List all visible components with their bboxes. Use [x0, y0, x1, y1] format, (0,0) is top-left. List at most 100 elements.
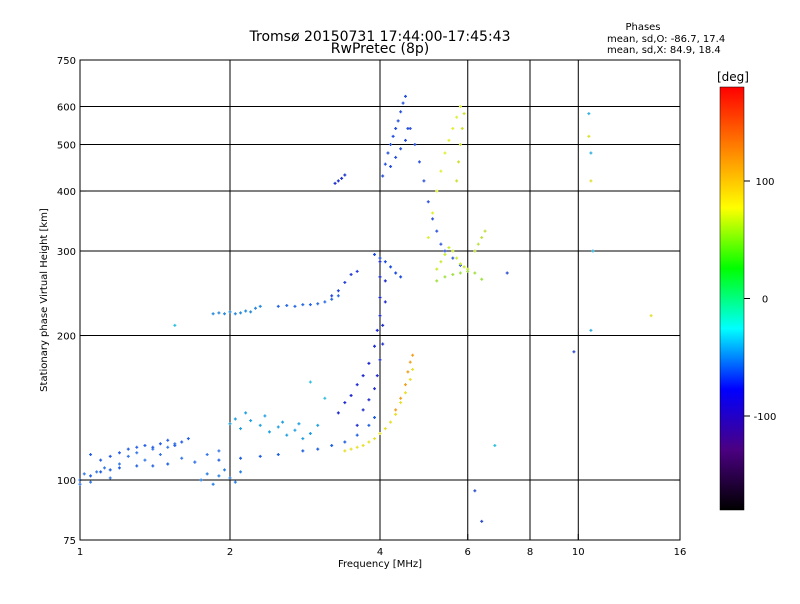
data-point — [451, 273, 455, 277]
data-point — [355, 423, 359, 427]
data-point — [458, 271, 462, 275]
data-point — [217, 458, 221, 462]
data-point — [435, 267, 439, 271]
data-point — [276, 425, 280, 429]
data-point — [228, 476, 232, 480]
data-point — [389, 420, 393, 424]
data-point — [336, 289, 340, 293]
data-point — [361, 444, 365, 448]
data-point — [367, 361, 371, 365]
data-point — [447, 246, 451, 250]
data-point — [572, 350, 576, 354]
x-tick-label: 8 — [527, 547, 533, 558]
data-point — [476, 242, 480, 246]
data-point — [462, 265, 466, 269]
data-point — [403, 391, 407, 395]
data-point — [217, 474, 221, 478]
data-point — [394, 126, 398, 130]
data-point — [308, 432, 312, 436]
data-point — [375, 328, 379, 332]
data-point — [399, 396, 403, 400]
data-point — [411, 367, 415, 371]
data-point — [103, 466, 107, 470]
data-point — [378, 256, 382, 260]
data-point — [285, 433, 289, 437]
data-point — [135, 451, 139, 455]
data-point — [293, 428, 297, 432]
data-point — [403, 138, 407, 142]
data-point — [375, 374, 379, 378]
x-axis-label: Frequency [MHz] — [338, 559, 422, 570]
data-point — [239, 427, 243, 431]
data-point — [239, 311, 243, 315]
data-point — [367, 440, 371, 444]
x-axis-ticks: 1 2 4 6 8 10 16 — [77, 534, 687, 558]
data-point — [263, 414, 267, 418]
data-point — [316, 423, 320, 427]
data-point — [587, 134, 591, 138]
data-point — [316, 447, 320, 451]
data-point — [403, 94, 407, 98]
x-tick-label: 16 — [674, 547, 687, 558]
data-point — [389, 143, 393, 147]
data-point — [426, 200, 430, 204]
data-point — [386, 151, 390, 155]
data-point — [473, 271, 477, 275]
data-point — [373, 415, 377, 419]
data-point — [301, 449, 305, 453]
data-point — [435, 229, 439, 233]
data-point — [249, 310, 253, 314]
data-point — [78, 482, 82, 486]
data-points — [78, 94, 653, 523]
data-point — [244, 309, 248, 313]
data-point — [431, 217, 435, 221]
data-point — [373, 253, 377, 257]
data-point — [378, 260, 382, 264]
data-point — [394, 408, 398, 412]
data-point — [396, 119, 400, 123]
data-point — [117, 462, 121, 466]
data-point — [355, 433, 359, 437]
data-point — [367, 398, 371, 402]
data-point — [443, 253, 447, 257]
data-point — [343, 401, 347, 405]
data-point — [126, 447, 130, 451]
data-point — [435, 189, 439, 193]
data-point — [413, 143, 417, 147]
data-point — [443, 249, 447, 253]
data-point — [435, 279, 439, 283]
data-point — [108, 454, 112, 458]
data-point — [117, 451, 121, 455]
data-point — [455, 179, 459, 183]
grid-lines — [80, 60, 680, 540]
colorbar-tick-label: 100 — [755, 177, 774, 188]
data-point — [399, 110, 403, 114]
data-point — [135, 464, 139, 468]
y-axis-label: Stationary phase Virtual Height [km] — [39, 208, 50, 392]
data-point — [228, 422, 232, 426]
data-point — [451, 249, 455, 253]
data-point — [473, 249, 477, 253]
colorbar-label: [deg] — [717, 70, 749, 84]
data-point — [276, 453, 280, 457]
data-point — [343, 449, 347, 453]
data-point — [458, 262, 462, 266]
data-point — [217, 449, 221, 453]
data-point — [417, 160, 421, 164]
data-point — [391, 134, 395, 138]
data-point — [186, 437, 190, 441]
data-point — [349, 273, 353, 277]
data-point — [408, 377, 412, 381]
data-point — [408, 360, 412, 364]
data-point — [649, 314, 653, 318]
data-point — [399, 401, 403, 405]
y-tick-label: 400 — [57, 187, 76, 198]
data-point — [158, 442, 162, 446]
y-tick-label: 300 — [57, 247, 76, 258]
data-point — [378, 275, 382, 279]
data-point — [466, 269, 470, 273]
data-point — [378, 314, 382, 318]
data-point — [89, 480, 93, 484]
data-point — [480, 519, 484, 523]
data-point — [361, 374, 365, 378]
